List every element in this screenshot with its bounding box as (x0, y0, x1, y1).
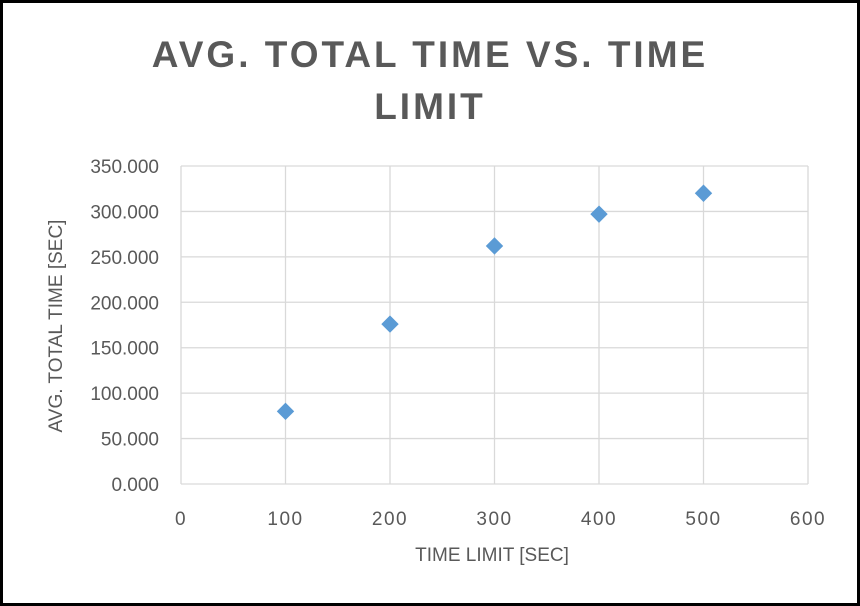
y-tick-label: 300.000 (90, 202, 159, 223)
x-tick-label: 600 (790, 509, 826, 530)
y-tick-label: 50.000 (101, 430, 159, 451)
x-tick-label: 300 (476, 509, 512, 530)
x-tick-label: 200 (372, 509, 408, 530)
x-tick-label: 0 (175, 509, 187, 530)
y-tick-label: 0.000 (111, 475, 159, 496)
y-tick-label: 100.000 (90, 384, 159, 405)
chart-title-line-1: AVG. TOTAL TIME VS. TIME (151, 34, 709, 75)
y-tick-label: 250.000 (90, 248, 159, 269)
x-tick-label: 400 (581, 509, 617, 530)
x-tick-label: 500 (685, 509, 721, 530)
data-point (381, 315, 399, 333)
y-tick-label: 350.000 (90, 157, 159, 178)
x-tick-labels: 0 100 200 300 400 500 600 (175, 509, 826, 530)
data-point (276, 402, 295, 421)
data-point (694, 184, 713, 202)
chart-title-line-2: LIMIT (374, 86, 486, 127)
y-tick-label: 200.000 (90, 293, 159, 314)
scatter-plot: 0.000 50.000 100.000 150.000 200.000 250.000 3… (46, 157, 826, 566)
y-tick-label: 150.000 (90, 339, 159, 360)
y-tick-labels: 0.000 50.000 100.000 150.000 200.000 250.000 3… (90, 157, 159, 496)
data-points (276, 184, 713, 421)
chart-title: AVG. TOTAL TIME VS. TIME LIMIT (3, 29, 857, 133)
gridlines (180, 165, 809, 485)
data-point (485, 237, 504, 255)
data-point (590, 205, 608, 223)
y-axis-title: AVG. TOTAL TIME [SEC] (46, 220, 67, 433)
x-axis-title: TIME LIMIT [SEC] (415, 545, 569, 566)
x-tick-label: 100 (267, 509, 303, 530)
